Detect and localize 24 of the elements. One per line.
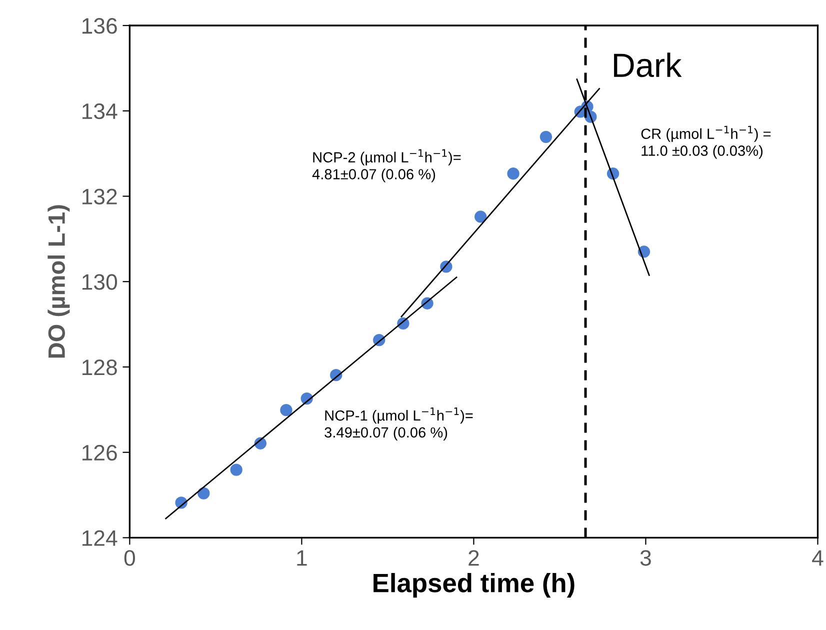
point [230, 464, 242, 476]
point [280, 404, 292, 416]
point [474, 210, 487, 223]
y-tick-label: 136 [82, 18, 117, 34]
y-tick-label: 126 [82, 444, 117, 461]
x-tick-label: 3 [640, 550, 651, 566]
y-tick-label: 124 [82, 530, 118, 546]
annotation: NCP-1 (µmol L$^{−1}$h$^{−1}$)= 3.49±0.07 (0.06 %) [324, 408, 473, 440]
point [198, 487, 210, 500]
annotation: NCP-2 (µmol L$^{−1}$h$^{−1}$)= 4.81±0.07 (0.06 %) [312, 149, 461, 182]
point [507, 168, 520, 180]
y-tick-label: 134 [82, 103, 118, 120]
x-tick-label: 4 [812, 550, 824, 566]
y-tick-label: 130 [82, 274, 118, 290]
point [540, 130, 552, 143]
x-tick-label: 0 [124, 550, 135, 566]
x-tick-label: 1 [297, 550, 307, 566]
y-tick-label: 128 [82, 360, 117, 376]
y-tick-label: 132 [82, 188, 117, 205]
x-tick-label: 2 [468, 550, 479, 566]
annotation: CR (µmol L$^{−1}$h$^{−1}$) = 11.0 ±0.03 (0.03%) [641, 126, 771, 159]
x-axis-title: Elapsed time (h) [374, 573, 574, 598]
y-axis-title: DO (µmol L-1) [48, 205, 70, 358]
ref-line-label: Dark [614, 52, 682, 78]
